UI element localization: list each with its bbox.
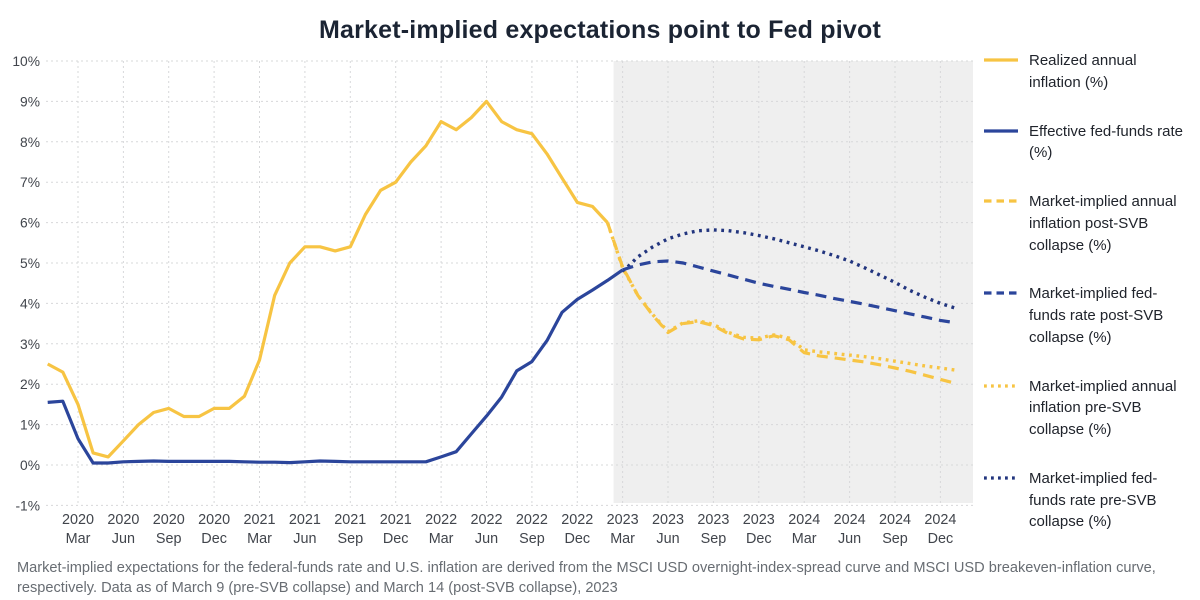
y-tick-label: -1% bbox=[15, 498, 40, 513]
line-implied-fed-funds-post-svb bbox=[622, 259, 956, 325]
x-tick-month-label: Jun bbox=[112, 531, 135, 547]
x-tick-year-label: 2020 bbox=[153, 512, 185, 528]
x-tick-year-label: 2023 bbox=[697, 512, 729, 528]
y-tick-label: 3% bbox=[20, 337, 40, 352]
y-tick-label: 10% bbox=[12, 54, 40, 69]
line-implied-inflation-post-svb bbox=[605, 222, 956, 385]
x-tick-year-label: 2024 bbox=[788, 512, 820, 528]
x-tick-year-label: 2021 bbox=[243, 512, 275, 528]
x-tick-year-label: 2023 bbox=[743, 512, 775, 528]
x-tick-month-label: Sep bbox=[882, 531, 908, 547]
x-tick-year-label: 2021 bbox=[380, 512, 412, 528]
y-tick-label: 6% bbox=[20, 216, 40, 231]
x-tick-month-label: Sep bbox=[701, 531, 727, 547]
y-tick-label: 2% bbox=[20, 377, 40, 392]
x-tick-year-label: 2022 bbox=[516, 512, 548, 528]
line-realized-inflation bbox=[46, 99, 609, 459]
y-tick-label: 0% bbox=[20, 458, 40, 473]
x-tick-month-label: Jun bbox=[656, 531, 679, 547]
x-tick-year-label: 2024 bbox=[879, 512, 911, 528]
implied-inflation-pre-svb-swatch-icon bbox=[984, 383, 1018, 388]
implied-inflation-post-svb-swatch-icon bbox=[984, 199, 1018, 203]
implied-fed-funds-post-svb-swatch-icon bbox=[984, 291, 1018, 295]
x-tick-year-label: 2021 bbox=[289, 512, 321, 528]
implied-fed-funds-pre-svb-swatch-icon bbox=[984, 476, 1018, 480]
x-tick-month-label: Dec bbox=[383, 531, 409, 547]
x-tick-year-label: 2022 bbox=[425, 512, 457, 528]
legend-item-implied-fed-funds-pre-svb: Market-implied fed-funds rate pre-SVB co… bbox=[984, 468, 1196, 533]
legend-label: Market-implied annual inflation pre-SVB … bbox=[1029, 377, 1177, 439]
source-note: Market-implied expectations for the fede… bbox=[17, 560, 1156, 597]
y-tick-label: 8% bbox=[20, 135, 40, 150]
effective-fed-funds-swatch-icon bbox=[984, 128, 1018, 133]
x-tick-year-label: 2022 bbox=[561, 512, 593, 528]
x-tick-year-label: 2020 bbox=[107, 512, 139, 528]
x-tick-year-label: 2021 bbox=[334, 512, 366, 528]
x-tick-month-label: Sep bbox=[519, 531, 545, 547]
x-tick-month-label: Mar bbox=[66, 531, 91, 547]
line-effective-fed-funds bbox=[47, 268, 624, 465]
y-tick-label: 1% bbox=[20, 418, 40, 433]
x-tick-month-label: Dec bbox=[928, 531, 954, 547]
chart-title: Market-implied expectations point to Fed… bbox=[318, 16, 882, 44]
x-tick-year-label: 2023 bbox=[607, 512, 639, 528]
x-tick-month-label: Sep bbox=[337, 531, 363, 547]
forecast-shaded-region bbox=[613, 61, 973, 503]
realized-inflation-swatch-icon bbox=[984, 58, 1018, 62]
legend-item-implied-inflation-pre-svb: Market-implied annual inflation pre-SVB … bbox=[984, 376, 1196, 441]
x-tick-month-label: Sep bbox=[156, 531, 182, 547]
line-implied-fed-funds-pre-svb bbox=[621, 228, 957, 310]
legend-item-implied-fed-funds-post-svb: Market-implied fed-funds rate post-SVB c… bbox=[984, 283, 1196, 348]
legend: Realized annual inflation (%) Effective f… bbox=[984, 50, 1196, 560]
line-implied-inflation-pre-svb bbox=[605, 222, 956, 372]
x-tick-month-label: Dec bbox=[565, 531, 591, 547]
legend-label: Effective fed-funds rate (%) bbox=[1029, 122, 1183, 162]
legend-item-implied-inflation-post-svb: Market-implied annual inflation post-SVB… bbox=[984, 191, 1196, 256]
y-tick-label: 9% bbox=[20, 94, 40, 109]
x-tick-month-label: Jun bbox=[838, 531, 861, 547]
x-tick-year-label: 2023 bbox=[652, 512, 684, 528]
x-tick-year-label: 2020 bbox=[198, 512, 230, 528]
x-tick-month-label: Jun bbox=[293, 531, 316, 547]
y-tick-label: 4% bbox=[20, 296, 40, 311]
x-tick-month-label: Dec bbox=[746, 531, 772, 547]
x-tick-month-label: Dec bbox=[201, 531, 227, 547]
legend-label: Market-implied fed-funds rate pre-SVB co… bbox=[1029, 469, 1158, 531]
x-tick-month-label: Mar bbox=[792, 531, 817, 547]
x-tick-month-label: Mar bbox=[429, 531, 454, 547]
legend-label: Market-implied fed-funds rate post-SVB c… bbox=[1029, 285, 1164, 346]
x-tick-month-label: Mar bbox=[610, 531, 635, 547]
y-tick-label: 5% bbox=[20, 256, 40, 271]
x-tick-month-label: Mar bbox=[247, 531, 272, 547]
legend-item-realized-inflation: Realized annual inflation (%) bbox=[984, 50, 1196, 94]
x-tick-year-label: 2022 bbox=[470, 512, 502, 528]
x-tick-year-label: 2020 bbox=[62, 512, 94, 528]
x-tick-year-label: 2024 bbox=[834, 512, 866, 528]
y-tick-label: 7% bbox=[20, 175, 40, 190]
legend-item-effective-fed-funds: Effective fed-funds rate (%) bbox=[984, 121, 1196, 165]
legend-label: Realized annual inflation (%) bbox=[1029, 52, 1137, 91]
legend-label: Market-implied annual inflation post-SVB… bbox=[1029, 193, 1177, 254]
x-tick-year-label: 2024 bbox=[924, 512, 956, 528]
x-tick-month-label: Jun bbox=[475, 531, 498, 547]
